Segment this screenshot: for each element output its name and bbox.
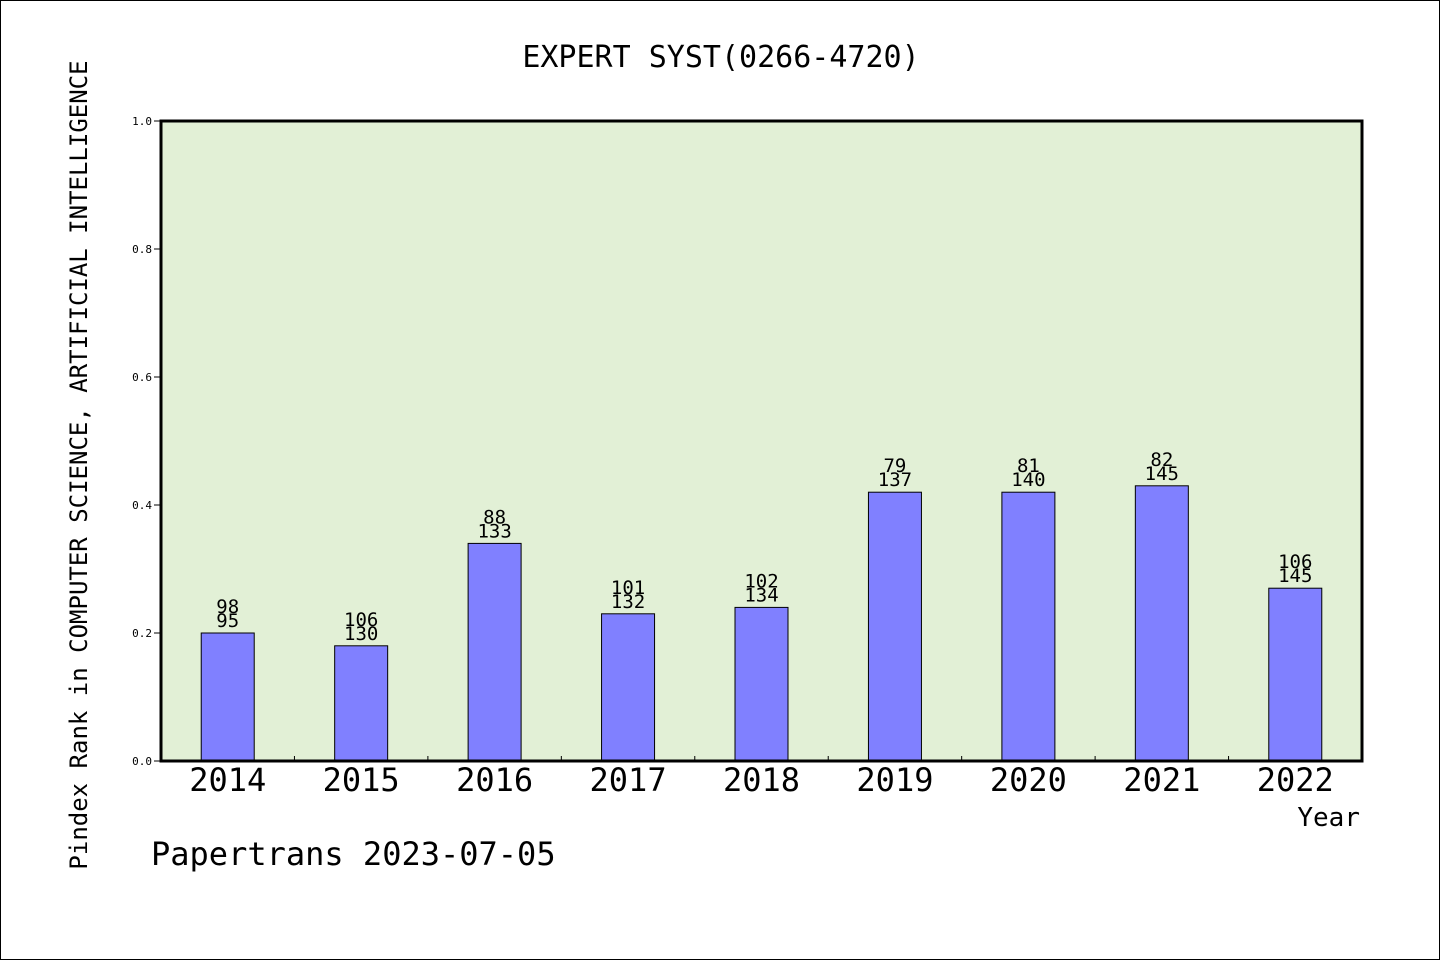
x-tick-label: 2021	[1123, 761, 1200, 799]
y-tick-label: 0.4	[132, 499, 152, 512]
bar	[1268, 587, 1323, 762]
y-tick-label: 0.2	[132, 627, 152, 640]
plot-border	[159, 119, 1364, 763]
bar	[867, 491, 922, 762]
x-tick-label: 2016	[456, 761, 533, 799]
x-tick-label: 2022	[1257, 761, 1334, 799]
x-tick-label: 2018	[723, 761, 800, 799]
bar	[467, 542, 522, 762]
data-label-bottom: 133	[477, 520, 511, 542]
y-axis: 0.0 0.2 0.4 0.6 0.8 1.0	[132, 115, 161, 768]
x-tick-label: 2019	[856, 761, 933, 799]
data-label-top: 106	[1278, 551, 1312, 573]
bar	[734, 606, 789, 762]
x-tick-label: 2017	[590, 761, 667, 799]
data-label-bottom: 134	[744, 584, 778, 606]
bar	[1001, 491, 1056, 762]
x-tick-label: 2014	[189, 761, 266, 799]
bar	[334, 645, 389, 762]
x-axis-label: Year	[1297, 803, 1360, 833]
data-label-bottom: 145	[1145, 463, 1179, 485]
x-tick-label: 2020	[990, 761, 1067, 799]
bar	[200, 632, 255, 762]
data-label-bottom: 145	[1278, 565, 1312, 587]
y-tick-label: 0.0	[132, 755, 152, 768]
data-label-bottom: 132	[611, 591, 645, 613]
y-tick-label: 0.6	[132, 371, 152, 384]
x-axis: 2014 2015 2016 2017 2018 2019 2020 2021 2022	[189, 756, 1334, 799]
y-tick-label: 0.8	[132, 243, 152, 256]
x-tick-label: 2015	[323, 761, 400, 799]
data-label-bottom: 137	[878, 469, 912, 491]
data-label-top: 81	[1017, 455, 1040, 477]
data-label-bottom: 95	[216, 610, 239, 632]
data-label-top: 82	[1150, 449, 1173, 471]
y-axis-label: Pindex Rank in COMPUTER SCIENCE, ARTIFIC…	[65, 60, 93, 869]
data-label-bottom: 140	[1011, 469, 1045, 491]
bar	[601, 613, 656, 762]
y-tick-label: 1.0	[132, 115, 152, 128]
data-label-top: 102	[744, 570, 778, 592]
chart-title: EXPERT SYST(0266-4720)	[522, 40, 919, 75]
data-label-bottom: 130	[344, 623, 378, 645]
data-label-top: 101	[611, 577, 645, 599]
data-label-top: 98	[216, 596, 239, 618]
data-label-top: 79	[883, 455, 906, 477]
data-label-top: 88	[483, 506, 506, 528]
bar	[1134, 485, 1189, 762]
footer-credit: Papertrans 2023-07-05	[151, 835, 556, 873]
data-label-top: 106	[344, 609, 378, 631]
